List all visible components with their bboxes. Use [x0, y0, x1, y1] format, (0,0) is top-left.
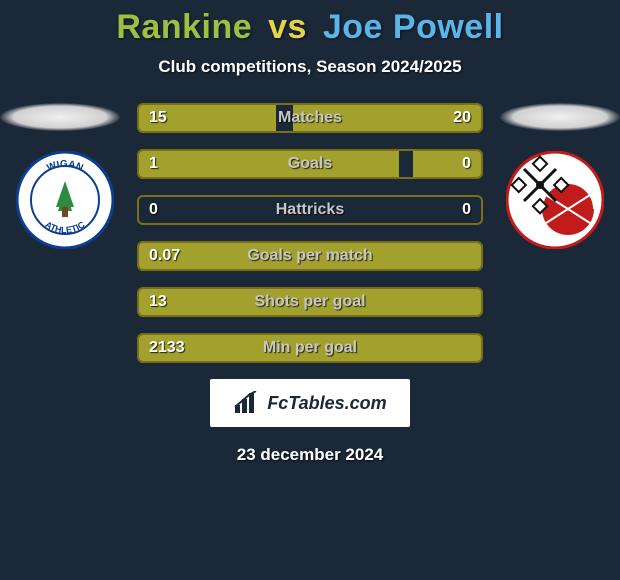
stat-label: Goals: [139, 151, 481, 177]
stat-row: Hattricks0 0: [137, 195, 483, 225]
stat-label: Shots per goal: [139, 289, 481, 315]
team-left-badge: WIGAN ATHLETIC: [16, 151, 114, 249]
team-right-column: [490, 103, 620, 249]
stat-label: Min per goal: [139, 335, 481, 361]
stat-value-left: 0.07: [149, 243, 180, 269]
stat-value-left: 15: [149, 105, 167, 131]
wigan-badge-icon: WIGAN ATHLETIC: [16, 151, 114, 249]
stat-label: Hattricks: [139, 197, 481, 223]
stat-row: Goals1 0: [137, 149, 483, 179]
stat-value-right: 0: [462, 197, 471, 223]
player-halo-left: [0, 103, 120, 131]
stat-row: Min per goal2133: [137, 333, 483, 363]
brand-logo-icon: [233, 391, 261, 415]
team-right-badge: [506, 151, 604, 249]
rotherham-badge-icon: [506, 151, 604, 249]
team-left-column: WIGAN ATHLETIC: [0, 103, 130, 249]
player1-name: Rankine: [116, 8, 252, 46]
date-line: 23 december 2024: [0, 445, 620, 465]
stat-value-left: 0: [149, 197, 158, 223]
stat-value-left: 1: [149, 151, 158, 177]
comparison-stage: WIGAN ATHLETIC: [0, 103, 620, 363]
stat-value-left: 13: [149, 289, 167, 315]
stat-label: Matches: [139, 105, 481, 131]
comparison-title: Rankine vs Joe Powell: [0, 0, 620, 47]
stat-row: Goals per match0.07: [137, 241, 483, 271]
stat-row: Shots per goal13: [137, 287, 483, 317]
brand-text: FcTables.com: [267, 393, 386, 414]
stat-bars: Matches1520Goals10Hattricks00Goals per m…: [137, 103, 483, 363]
player-halo-right: [500, 103, 620, 131]
player2-name: Joe Powell: [323, 8, 504, 46]
subtitle: Club competitions, Season 2024/2025: [0, 57, 620, 77]
stat-label: Goals per match: [139, 243, 481, 269]
stat-value-left: 2133: [149, 335, 185, 361]
brand-watermark: FcTables.com: [210, 379, 410, 427]
stat-value-right: 0: [462, 151, 471, 177]
stat-row: Matches15 20: [137, 103, 483, 133]
vs-label: vs: [268, 8, 307, 46]
stat-value-right: 20: [453, 105, 471, 131]
